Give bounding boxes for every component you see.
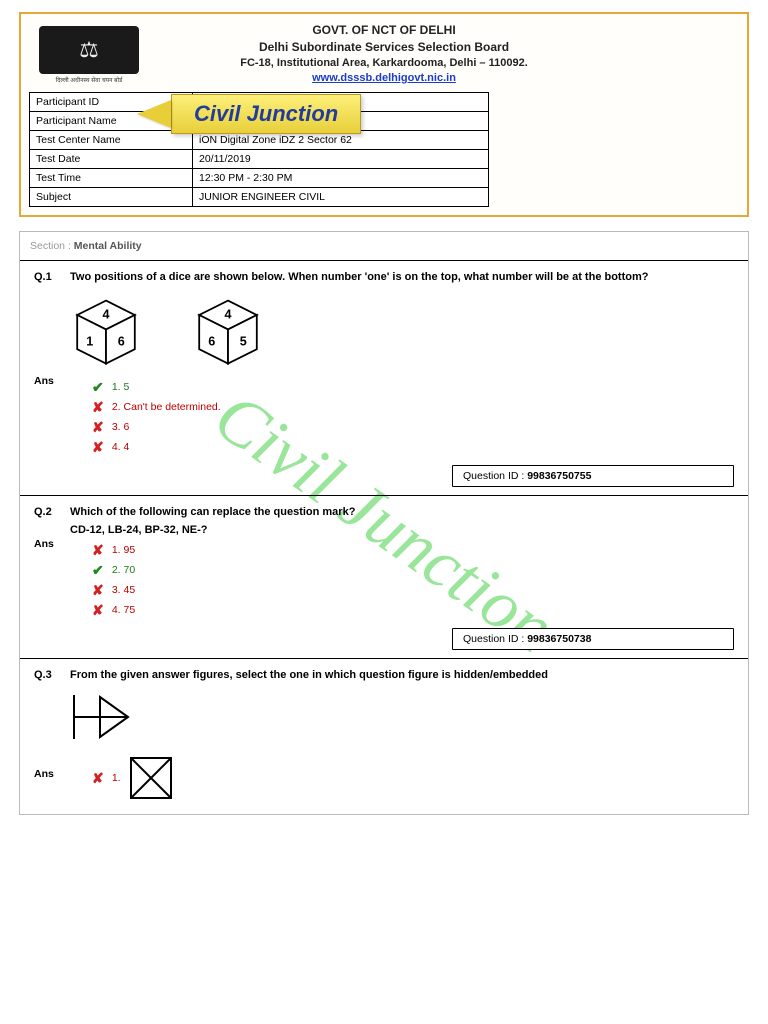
answer-option: ✘3. 45: [90, 582, 135, 598]
answer-option: ✔2. 70: [90, 562, 135, 578]
answer-option: ✘ 1.: [90, 754, 175, 802]
answer-option: ✘2. Can't be determined.: [90, 399, 221, 415]
info-key: Test Time: [30, 169, 193, 188]
svg-text:1: 1: [86, 335, 93, 349]
question-text: Which of the following can replace the q…: [70, 506, 355, 518]
cross-icon: ✘: [90, 582, 106, 598]
question-number: Q.2: [34, 506, 62, 518]
info-val: 20/11/2019: [193, 150, 489, 169]
question-figure: [70, 691, 734, 746]
cross-icon: ✘: [90, 439, 106, 455]
answer-option: ✘3. 6: [90, 419, 221, 435]
cross-icon: ✘: [90, 602, 106, 618]
header-link[interactable]: www.dsssb.delhigovt.nic.in: [312, 72, 456, 84]
check-icon: ✔: [90, 379, 106, 395]
question-block: Q.1 Two positions of a dice are shown be…: [20, 260, 748, 495]
answer-option: ✘4. 4: [90, 439, 221, 455]
answer-option: ✘4. 75: [90, 602, 135, 618]
info-val: 12:30 PM - 2:30 PM: [193, 169, 489, 188]
info-val: JUNIOR ENGINEER CIVIL: [193, 188, 489, 207]
info-key: Test Date: [30, 150, 193, 169]
svg-text:5: 5: [240, 335, 247, 349]
cross-icon: ✘: [90, 419, 106, 435]
header-box: ⚖ दिल्ली अधीनस्थ सेवा चयन बोर्ड GOVT. OF…: [19, 12, 749, 217]
question-block: Q.3 From the given answer figures, selec…: [20, 658, 748, 814]
cross-icon: ✘: [90, 770, 106, 786]
sequence-text: CD-12, LB-24, BP-32, NE-?: [70, 524, 734, 536]
svg-text:6: 6: [118, 335, 125, 349]
svg-text:4: 4: [102, 308, 109, 322]
section-label: Section : Mental Ability: [20, 232, 748, 260]
callout-label: Civil Junction: [171, 94, 361, 134]
callout-text: Civil Junction: [171, 94, 361, 134]
info-key: Test Center Name: [30, 131, 193, 150]
org-logo: ⚖ दिल्ली अधीनस्थ सेवा चयन बोर्ड: [39, 26, 139, 86]
question-id-box: Question ID : 99836750755: [452, 465, 734, 487]
dice-figure: 4 1 6: [70, 297, 142, 369]
question-block: Q.2 Which of the following can replace t…: [20, 495, 748, 658]
answer-label: Ans: [34, 538, 54, 622]
check-icon: ✔: [90, 562, 106, 578]
dice-figure: 4 6 5: [192, 297, 264, 369]
section-box: Civil Junction Section : Mental Ability …: [19, 231, 749, 815]
answer-label: Ans: [34, 375, 54, 459]
scales-icon: ⚖: [79, 37, 99, 63]
answer-option: ✘1. 95: [90, 542, 135, 558]
answer-option: ✔1. 5: [90, 379, 221, 395]
answer-figure: [127, 754, 175, 802]
svg-text:6: 6: [208, 335, 215, 349]
answer-label: Ans: [34, 768, 54, 780]
cross-icon: ✘: [90, 399, 106, 415]
question-id-box: Question ID : 99836750738: [452, 628, 734, 650]
question-number: Q.3: [34, 669, 62, 681]
info-key: Subject: [30, 188, 193, 207]
cross-icon: ✘: [90, 542, 106, 558]
question-number: Q.1: [34, 271, 62, 283]
question-text: Two positions of a dice are shown below.…: [70, 271, 648, 283]
svg-text:4: 4: [224, 308, 231, 322]
question-text: From the given answer figures, select th…: [70, 669, 548, 681]
